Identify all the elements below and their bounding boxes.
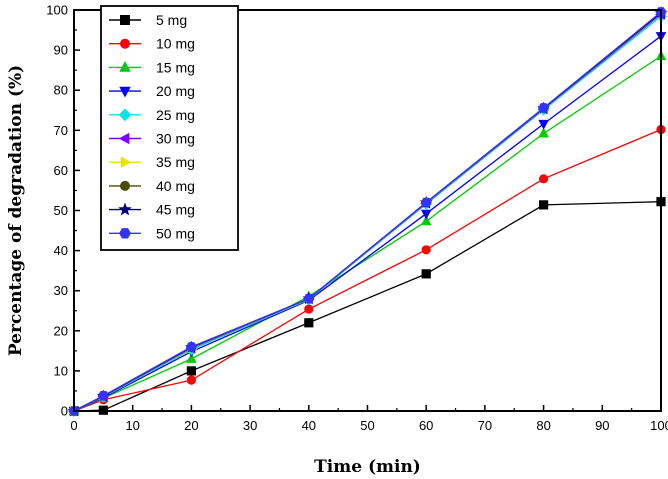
x-axis-title: Time (min) (314, 457, 421, 477)
data-point (420, 197, 432, 208)
legend-label: 45 mg (156, 202, 195, 218)
x-tick-label: 60 (419, 418, 433, 433)
legend-marker (120, 14, 131, 25)
data-point (97, 390, 109, 401)
y-tick-label: 0 (61, 404, 68, 419)
y-tick-label: 50 (54, 203, 68, 218)
x-tick-label: 10 (125, 418, 139, 433)
data-point (421, 245, 431, 255)
y-tick-label: 40 (54, 243, 68, 258)
legend-marker (119, 228, 131, 239)
x-tick-label: 50 (360, 418, 374, 433)
data-point (538, 119, 549, 130)
data-point (538, 103, 550, 113)
data-point (303, 293, 315, 304)
x-tick-label: 100 (650, 418, 668, 433)
x-tick-label: 0 (70, 418, 77, 433)
legend-label: 20 mg (156, 83, 195, 99)
legend-label: 35 mg (156, 154, 195, 170)
legend-marker (120, 180, 131, 191)
legend-label: 40 mg (156, 178, 195, 194)
y-tick-label: 20 (54, 323, 68, 338)
data-point (538, 127, 549, 138)
legend-label: 50 mg (156, 225, 195, 241)
y-tick-label: 90 (54, 43, 68, 58)
legend-marker (120, 38, 131, 49)
x-tick-label: 30 (243, 418, 257, 433)
x-tick-label: 80 (536, 418, 550, 433)
y-tick-label: 60 (54, 163, 68, 178)
y-tick-label: 70 (54, 123, 68, 138)
legend-label: 10 mg (156, 36, 195, 52)
x-tick-label: 90 (595, 418, 609, 433)
legend-marker (119, 61, 131, 72)
legend-label: 15 mg (156, 59, 195, 75)
data-point (304, 304, 314, 314)
data-point (186, 375, 196, 385)
x-tick-label: 70 (478, 418, 492, 433)
x-tick-label: 20 (184, 418, 198, 433)
data-point (538, 174, 549, 184)
data-point (185, 342, 197, 352)
legend-marker (118, 108, 132, 122)
legend-label: 30 mg (156, 131, 195, 147)
y-axis-title: Percentage of degradation (%) (6, 65, 26, 356)
data-point (186, 366, 196, 376)
legend-marker (119, 86, 131, 98)
legend: 5 mg 10 mg 15 mg 20 mg 25 mg 30 mg 35 mg 40 mg 4… (100, 5, 239, 251)
data-point (421, 269, 431, 279)
legend-label: 25 mg (156, 107, 195, 123)
data-point (186, 352, 197, 363)
data-point (420, 215, 432, 226)
legend-marker (118, 202, 132, 216)
legend-label: 5 mg (156, 12, 187, 28)
y-tick-label: 100 (46, 3, 68, 18)
data-point (539, 200, 549, 210)
legend-marker (118, 132, 130, 145)
y-tick-label: 80 (54, 83, 68, 98)
data-point (304, 318, 314, 328)
y-tick-label: 30 (54, 283, 68, 298)
x-tick-label: 40 (302, 418, 316, 433)
legend-marker (120, 156, 132, 168)
y-tick-label: 10 (54, 363, 68, 378)
data-point (420, 209, 432, 220)
